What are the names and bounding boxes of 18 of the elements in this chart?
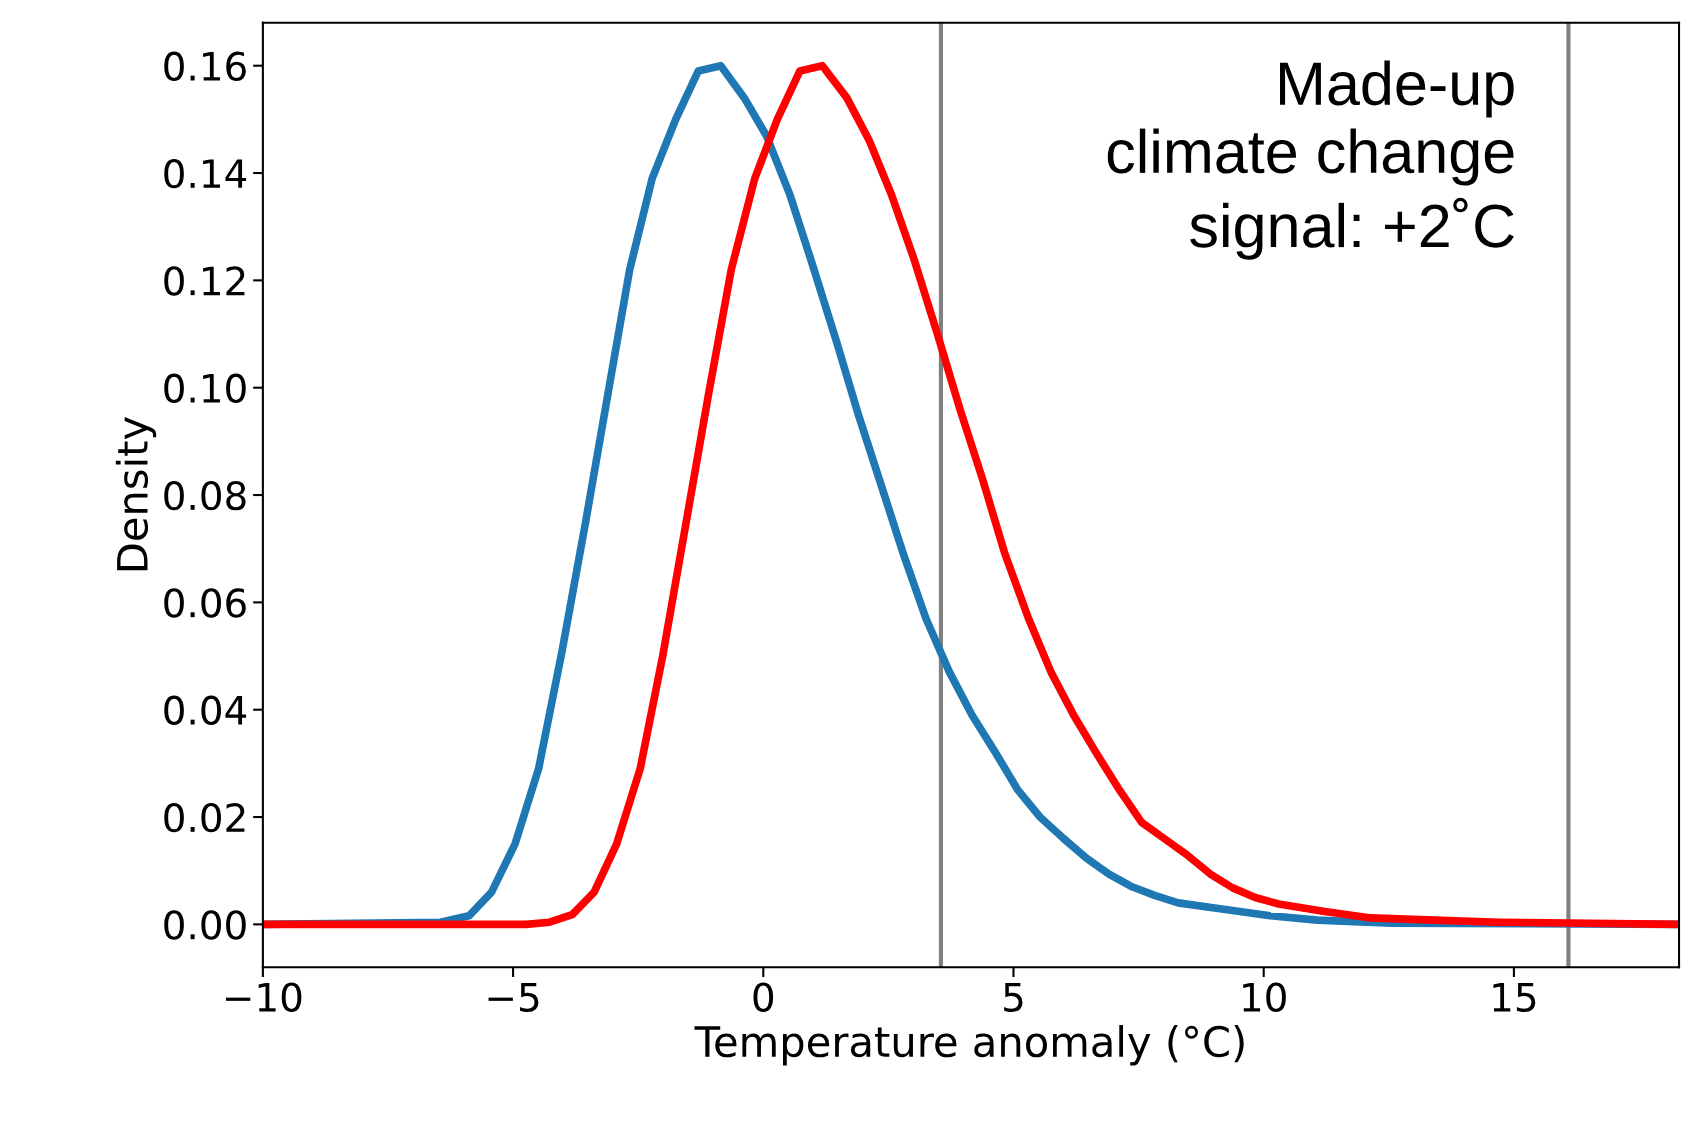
- x-tick-label: 15: [1493, 983, 1536, 1012]
- x-tick-label: −5: [488, 983, 539, 1012]
- y-axis-title: Density: [115, 417, 157, 571]
- y-tick-label: 0.08: [164, 480, 246, 511]
- y-tick-label: 0.16: [164, 51, 246, 82]
- x-axis-title: Temperature anomaly (°C): [694, 1025, 1244, 1066]
- y-tick-label: 0.02: [164, 802, 245, 833]
- y-tick-label: 0.10: [164, 373, 246, 404]
- y-tick-label: 0.14: [164, 158, 247, 189]
- x-tick-label: −10: [225, 982, 302, 1012]
- y-tick-label: 0.04: [164, 695, 247, 726]
- y-tick-label: 0.12: [164, 266, 245, 296]
- x-tick-label: 5: [1004, 983, 1023, 1012]
- x-tick-label: 0: [753, 982, 774, 1012]
- y-tick-label: 0.06: [164, 588, 246, 618]
- annotation: Made-up climate change signal: +2˚C: [1107, 60, 1514, 260]
- y-tick-label: 0.00: [164, 910, 246, 940]
- x-tick-label: 10: [1243, 982, 1286, 1012]
